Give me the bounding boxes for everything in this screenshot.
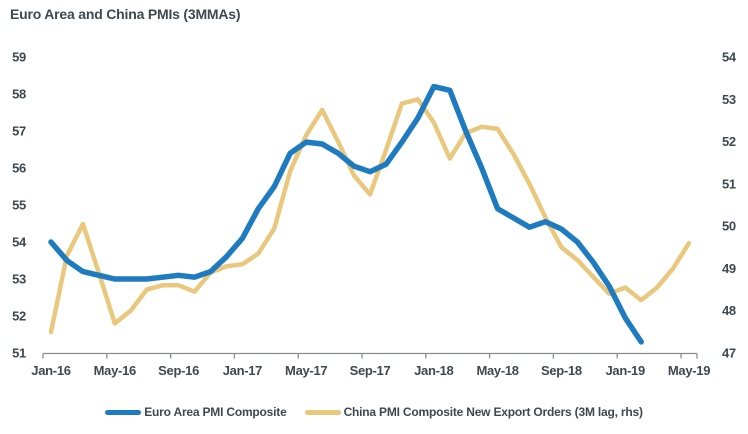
x-tick-label: Jan-17 [223, 363, 262, 378]
x-tick-label: May-16 [94, 363, 136, 378]
x-tick-label: May-18 [476, 363, 518, 378]
chart-title: Euro Area and China PMIs (3MMAs) [10, 6, 241, 22]
euro-area-pmi-composite-line [48, 83, 644, 345]
right-axis-label: 47 [722, 346, 736, 361]
left-axis-label: 58 [12, 87, 26, 102]
x-tick-label: Sep-18 [541, 363, 582, 378]
left-axis-label: 52 [12, 309, 26, 324]
china-legend-label: China PMI Composite New Export Orders (3… [343, 405, 643, 419]
right-axis-label: 54 [722, 50, 737, 65]
left-axis-label: 55 [12, 198, 26, 213]
x-tick-label: May-17 [285, 363, 327, 378]
euro-area-legend-line-icon [105, 409, 142, 415]
right-axis-label: 52 [722, 134, 736, 149]
euro-area-legend-label: Euro Area PMI Composite [144, 405, 287, 419]
right-axis-label: 48 [722, 303, 736, 318]
x-tick-label: Jan-18 [414, 363, 453, 378]
left-axis-label: 57 [12, 124, 26, 139]
x-tick-label: Jan-19 [606, 363, 645, 378]
right-axis-label: 51 [722, 176, 736, 191]
x-tick-label: Sep-17 [350, 363, 391, 378]
left-axis-label: 56 [12, 161, 26, 176]
legend-item-china: China PMI Composite New Export Orders (3… [304, 405, 643, 419]
legend-item-euro-area: Euro Area PMI Composite [105, 405, 287, 419]
legend: Euro Area PMI Composite China PMI Compos… [0, 405, 748, 419]
left-axis-label: 59 [12, 50, 26, 65]
china-legend-line-icon [304, 409, 341, 415]
x-tick-label: May-19 [668, 363, 710, 378]
left-axis-label: 51 [12, 346, 26, 361]
left-axis-label: 54 [12, 235, 27, 250]
right-axis-label: 49 [722, 261, 736, 276]
x-tick-label: Jan-16 [31, 363, 70, 378]
china-pmi-new-export-orders-line [48, 97, 692, 335]
right-axis-label: 50 [722, 219, 736, 234]
left-axis-label: 53 [12, 272, 26, 287]
right-axis-label: 53 [722, 92, 736, 107]
x-tick-label: Sep-16 [158, 363, 199, 378]
